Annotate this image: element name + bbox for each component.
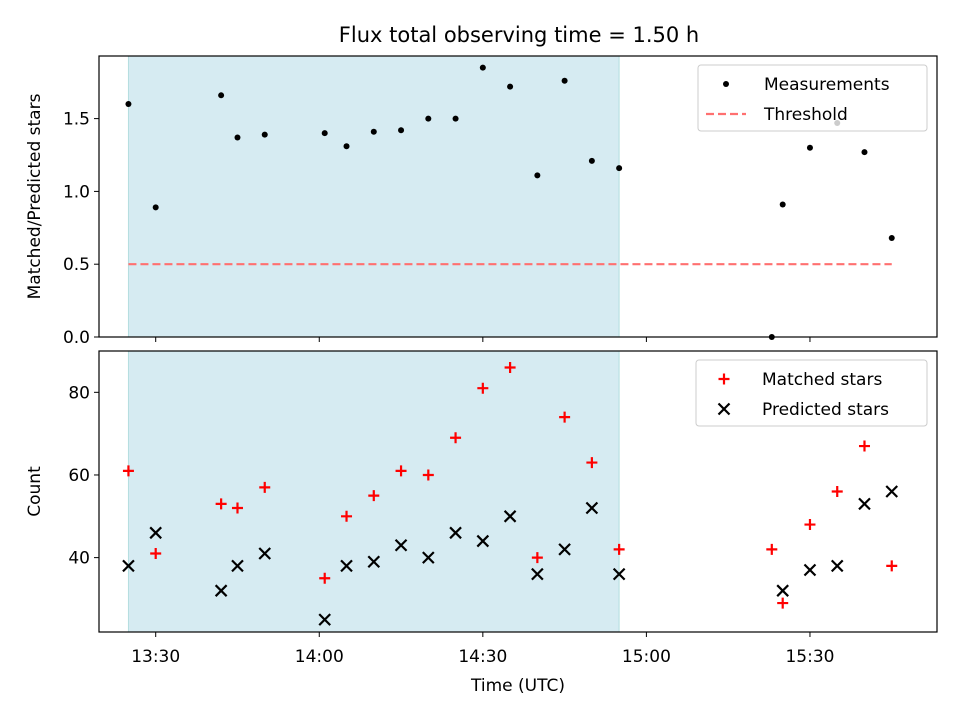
matched-stars-point [613, 543, 625, 555]
top-legend: Measurements Threshold [697, 64, 928, 132]
predicted-stars-point [149, 526, 162, 540]
matched-stars-point [586, 457, 598, 469]
chart-title: Flux total observing time = 1.50 h [339, 23, 699, 47]
top-legend-box [697, 64, 928, 132]
predicted-stars-point [531, 567, 544, 581]
matched-stars-point [531, 552, 543, 564]
matched-stars-point [368, 490, 380, 502]
predicted-stars-point [231, 559, 244, 573]
measurements-point [452, 115, 459, 122]
predicted-stars-point [340, 559, 353, 573]
x-tick-label: 15:30 [785, 647, 834, 667]
measurements-point [261, 131, 268, 138]
matched-stars-point [886, 560, 898, 572]
measurements-point [343, 143, 350, 150]
predicted-stars-point [476, 534, 490, 548]
predicted-stars-point [422, 551, 435, 564]
measurements-point [479, 64, 486, 71]
top-y-tick-label: 1.5 [63, 110, 90, 130]
predicted-stars-point [885, 485, 899, 498]
matched-stars-point [804, 519, 816, 531]
matched-stars-point [259, 481, 271, 493]
matched-stars-point [122, 465, 134, 477]
bottom-legend: Matched stars Predicted stars [695, 359, 928, 427]
matched-stars-point [858, 440, 870, 452]
measurements-point [370, 128, 377, 135]
measurements-point [398, 127, 405, 134]
measurements-point [861, 149, 868, 156]
measurements-point [588, 157, 595, 164]
matched-stars-point [341, 510, 353, 522]
matched-stars-legend-label: Matched stars [762, 370, 882, 390]
matched-stars-point [395, 465, 407, 477]
bottom-panel: 40 60 80 13:30 14:00 14:30 15:00 15:30 Count T… [25, 350, 938, 696]
bottom-y-tick-label: 60 [68, 466, 90, 486]
predicted-stars-point [858, 497, 871, 511]
measurements-point [234, 134, 241, 141]
measurements-legend-handle [723, 81, 729, 87]
matched-stars-point [319, 572, 331, 584]
measurements-point [888, 234, 895, 241]
x-axis-label: Time (UTC) [470, 676, 565, 696]
measurements-point [425, 115, 432, 122]
predicted-stars-point [367, 555, 381, 569]
measurements-point [507, 83, 514, 90]
predicted-stars-point [830, 559, 844, 573]
bottom-y-tick-label: 80 [68, 383, 90, 403]
predicted-stars-point [585, 501, 599, 515]
bottom-y-axis-label: Count [25, 466, 45, 517]
predicted-stars-legend-label: Predicted stars [762, 400, 889, 420]
x-tick-label: 15:00 [622, 647, 671, 667]
bottom-plot-frame [98, 350, 938, 633]
measurements-point [218, 92, 225, 99]
measurements-point [779, 201, 786, 208]
x-tick-label: 13:30 [131, 647, 180, 667]
predicted-stars-point [803, 563, 817, 577]
predicted-stars-point [318, 613, 331, 626]
predicted-stars-point [122, 559, 135, 573]
measurements-point [616, 165, 623, 172]
x-tick-label: 14:30 [458, 647, 507, 667]
predicted-stars-point [776, 584, 789, 597]
predicted-stars-point [258, 547, 272, 560]
measurements-point [806, 144, 813, 151]
x-tick-label: 14:00 [295, 647, 344, 667]
predicted-stars-legend-handle [717, 402, 731, 416]
matched-stars-legend-handle [718, 373, 730, 385]
matched-stars-point [477, 382, 489, 394]
top-panel: 0.0 0.5 1.0 1.5 Matched/Predicted stars Mea… [25, 55, 938, 348]
predicted-stars-point [503, 510, 517, 523]
top-y-tick-label: 1.0 [63, 182, 90, 202]
matched-stars-point [150, 547, 162, 559]
measurements-legend-label: Measurements [764, 75, 890, 95]
measurements-point [534, 172, 541, 179]
matched-stars-point [766, 543, 778, 555]
measurements-point [561, 77, 568, 84]
matched-stars-point [231, 502, 243, 514]
predicted-stars-point [394, 538, 408, 552]
measurements-point [152, 204, 159, 211]
matched-stars-point [422, 469, 434, 481]
matched-stars-point [450, 432, 462, 444]
measurements-point [321, 130, 328, 137]
bottom-y-tick-label: 40 [68, 549, 90, 569]
matched-stars-point [504, 362, 516, 374]
top-plot-frame [98, 55, 938, 338]
top-y-tick-label: 0.0 [63, 328, 90, 348]
threshold-legend-label: Threshold [763, 105, 848, 125]
predicted-stars-point [449, 526, 462, 540]
bottom-legend-box [695, 359, 928, 427]
predicted-stars-point [612, 567, 626, 581]
top-y-tick-label: 0.5 [63, 255, 90, 275]
matched-stars-point [559, 411, 571, 423]
matched-stars-point [831, 486, 843, 497]
measurements-point [125, 101, 132, 108]
top-y-axis-label: Matched/Predicted stars [25, 93, 45, 299]
matched-stars-point [777, 597, 789, 609]
predicted-stars-point [214, 584, 228, 597]
predicted-stars-point [558, 543, 571, 556]
top-shaded-region [127, 55, 620, 338]
matched-stars-point [215, 498, 227, 510]
